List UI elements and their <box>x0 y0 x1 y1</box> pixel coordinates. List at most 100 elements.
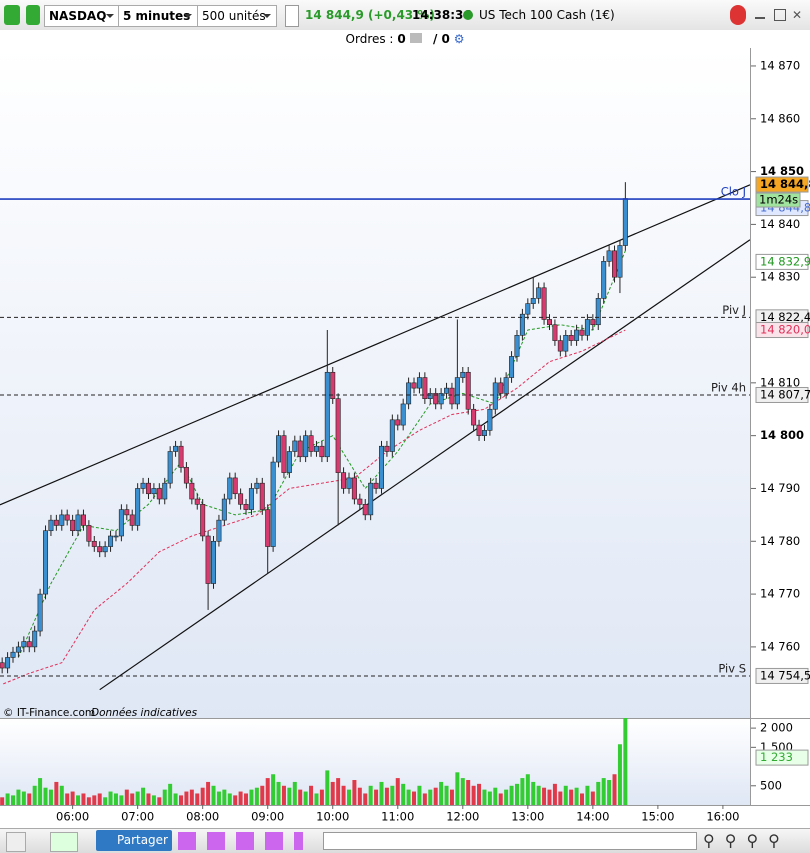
ma-tag: 14 832,9 <box>760 254 810 268</box>
candle-body <box>579 329 585 336</box>
copyright: © IT-Finance.com <box>3 707 95 719</box>
level-name: Clo J <box>721 185 746 199</box>
volume-bar <box>233 795 238 805</box>
candle-body <box>97 546 103 553</box>
plot-bg <box>0 48 750 718</box>
time-axis-bg <box>0 806 810 828</box>
minimize[interactable] <box>755 5 765 19</box>
candle-body <box>15 646 21 653</box>
volume-bar <box>206 781 211 805</box>
volume-bar <box>612 774 617 805</box>
candle-body <box>438 393 444 405</box>
bottom-toolbar: Partager ⚲⚲⚲⚲ <box>0 828 810 853</box>
candle-body <box>492 382 498 410</box>
candle-body <box>167 451 173 484</box>
candle-body <box>595 298 601 326</box>
x-tick-label: 08:00 <box>186 810 219 824</box>
candle-body <box>606 250 612 262</box>
menu-icon[interactable] <box>26 5 40 25</box>
interval-select[interactable]: 5 minutes <box>118 5 198 27</box>
volume-tag: 1 233 <box>760 750 793 764</box>
candle-body <box>357 498 363 505</box>
share-button[interactable]: Partager <box>96 830 172 851</box>
volume-bar <box>542 787 547 805</box>
symbol-select[interactable]: NASDAQ <box>44 5 120 27</box>
candle-body <box>118 509 124 537</box>
volume-bar <box>309 785 314 805</box>
ma-tag-bg <box>755 322 809 339</box>
volume-bar <box>466 780 471 805</box>
maximize[interactable] <box>774 9 786 21</box>
scrollbar[interactable] <box>323 832 697 850</box>
volume-bar <box>113 793 118 805</box>
candle-body <box>48 519 54 532</box>
candle-body <box>444 387 450 394</box>
volume-bar <box>108 791 113 805</box>
cancel-icon[interactable] <box>409 33 422 43</box>
volume-bar <box>38 778 43 805</box>
orders-count: 0 <box>397 32 406 46</box>
volume-bar <box>254 787 259 805</box>
volume-bar <box>216 791 221 805</box>
settings-icon[interactable]: ⚙ <box>453 32 465 46</box>
candle-body <box>91 540 97 547</box>
volume-bar <box>346 789 351 805</box>
close[interactable]: ✕ <box>792 8 803 22</box>
y-tick-label: 14 830 <box>760 270 800 284</box>
candle-body <box>216 519 222 542</box>
candle-body <box>70 519 76 532</box>
candle-body <box>211 540 217 584</box>
candle-body <box>330 371 336 399</box>
chart-type-icon[interactable] <box>50 832 78 852</box>
candle-body <box>232 477 238 495</box>
y-tick-label: 14 770 <box>760 587 800 601</box>
candle-body <box>265 509 271 547</box>
candle-body <box>530 298 536 304</box>
candle-body <box>351 477 357 500</box>
y-tick-label: 14 850 <box>760 164 804 178</box>
volume-bar <box>471 785 476 805</box>
x-tick-label: 12:00 <box>446 810 479 824</box>
volume-bar <box>168 783 173 805</box>
menu-icon[interactable] <box>4 5 20 25</box>
volume-bar <box>103 797 108 805</box>
y-tick-label: 14 810 <box>760 375 800 389</box>
candle-body <box>53 519 59 526</box>
tool-icon[interactable] <box>6 832 26 852</box>
size-select[interactable]: 500 unités <box>197 5 277 27</box>
candle-body <box>259 482 265 510</box>
volume-bar <box>189 789 194 805</box>
countdown: 1m24s <box>759 193 798 207</box>
candle-body <box>75 514 81 532</box>
volume-bar <box>16 789 21 805</box>
price-tag-bg <box>755 176 809 193</box>
volume-bar <box>298 789 303 805</box>
trend-line <box>99 239 750 691</box>
tool-icons[interactable] <box>178 832 303 850</box>
y-tick-label: 14 790 <box>760 481 800 495</box>
toolbar: NASDAQ 5 minutes 500 unités 14 844,9 (+0… <box>0 0 810 31</box>
volume-bar <box>574 787 579 805</box>
volume-bar <box>433 787 438 805</box>
refresh-icon[interactable] <box>730 5 746 25</box>
y-tick-label: 14 840 <box>760 217 800 231</box>
volume-bar <box>384 787 389 805</box>
candle-body <box>227 477 233 500</box>
candle-body <box>536 287 542 299</box>
candle-body <box>433 393 439 405</box>
candle-body <box>460 371 466 378</box>
info-icon[interactable] <box>285 5 299 27</box>
volume-bar <box>363 793 368 805</box>
candle-body <box>373 482 379 489</box>
candle-body <box>281 435 287 473</box>
volume-bar <box>536 785 541 805</box>
candle-body <box>80 514 86 526</box>
zoom-icons[interactable]: ⚲⚲⚲⚲ <box>703 831 790 850</box>
y-tick-label: 14 780 <box>760 534 800 548</box>
volume-bar <box>509 785 514 805</box>
candle-body <box>64 514 70 521</box>
candle-body <box>238 493 244 505</box>
level-tag: 14 807,7 <box>760 387 810 401</box>
candle-body <box>276 435 282 463</box>
volume-bar <box>32 785 37 805</box>
